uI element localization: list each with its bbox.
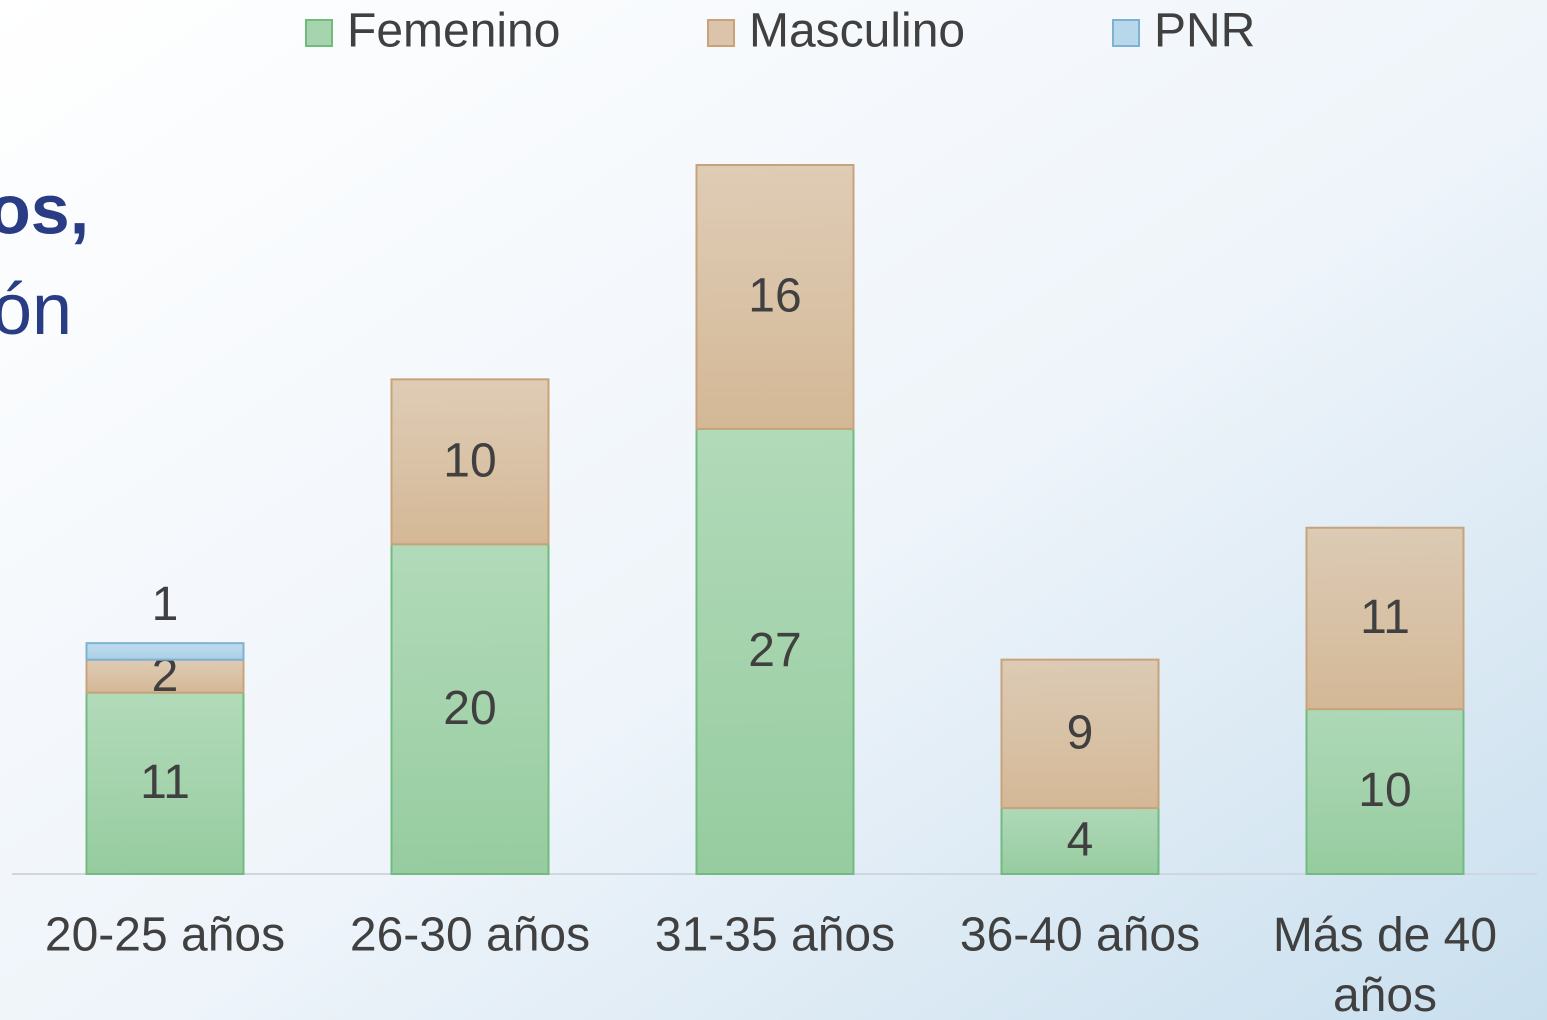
bar-segment	[85, 691, 245, 876]
x-tick-label: 26-30 años	[350, 909, 590, 962]
legend-swatch	[1112, 19, 1140, 47]
data-label: 9	[1067, 707, 1094, 760]
legend-swatch	[707, 19, 735, 47]
bar-segment	[85, 642, 245, 661]
data-label: 10	[1358, 764, 1411, 817]
bar-segment	[1000, 807, 1160, 875]
bar-segment	[390, 543, 550, 875]
data-label: 10	[443, 434, 496, 487]
title-fragment: ón	[0, 270, 72, 350]
bar-segment	[695, 427, 855, 875]
legend-label: PNR	[1154, 5, 1255, 58]
data-label: 4	[1067, 814, 1094, 867]
title-fragment: os,	[0, 170, 89, 248]
data-label: 27	[748, 624, 801, 677]
bar-segment	[1305, 526, 1465, 711]
data-label: 16	[748, 270, 801, 323]
bar-segment	[390, 378, 550, 546]
x-tick-label: 36-40 años	[960, 909, 1200, 962]
data-label: 11	[1360, 591, 1410, 644]
legend-swatch	[305, 19, 333, 47]
data-label: 20	[443, 682, 496, 735]
bar-segment	[695, 164, 855, 430]
x-tick-label: Más de 40 años	[1273, 909, 1497, 1020]
legend-label: Femenino	[347, 5, 560, 58]
bar-segment	[1000, 658, 1160, 810]
bar-segment	[1305, 708, 1465, 875]
legend-label: Masculino	[749, 5, 965, 58]
data-label: 1	[152, 578, 179, 631]
data-label: 11	[140, 756, 190, 809]
x-tick-label: 31-35 años	[655, 909, 895, 962]
x-tick-label: 20-25 años	[45, 909, 285, 962]
bar-segment	[85, 658, 245, 694]
